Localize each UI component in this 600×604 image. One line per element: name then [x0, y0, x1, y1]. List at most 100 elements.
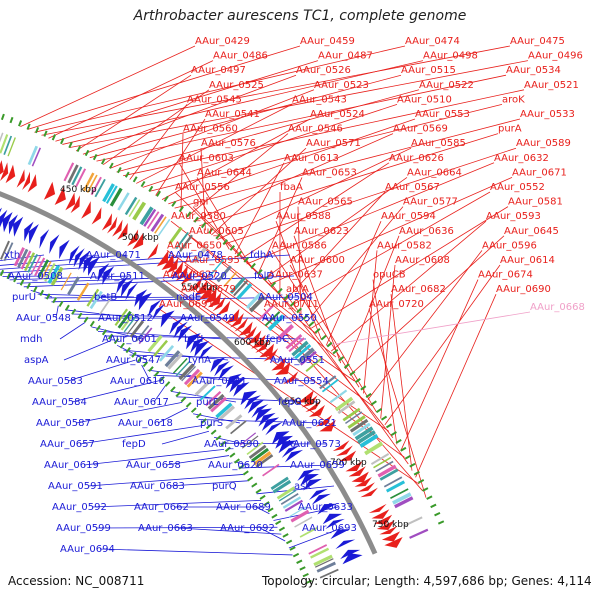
outer-marker-dash: [396, 440, 401, 443]
reverse-gene-label: xth: [4, 250, 20, 261]
forward-gene-label: purA: [498, 124, 522, 135]
reverse-gene-label: mdh: [20, 334, 42, 345]
kbp-tick-label: 500 kbp: [122, 233, 159, 243]
forward-gene-label: AAur_0582: [377, 240, 432, 251]
reverse-gene-label: AAur_0658: [126, 460, 181, 471]
forward-gene-label: AAur_0605: [189, 226, 244, 237]
forward-gene-label: AAur_0459: [300, 36, 355, 47]
forward-label-link: [326, 221, 381, 345]
outer-marker-dash: [134, 177, 137, 182]
reverse-cog-block: [67, 276, 80, 295]
highlight-gene-label: AAur_0668: [530, 302, 585, 313]
forward-gene-label: AAur_0496: [528, 51, 583, 62]
outer-marker-dash: [141, 181, 144, 186]
reverse-gene-arrow: [49, 234, 59, 253]
reverse-gene-label: AAur_0663: [138, 523, 193, 534]
reverse-gene-label: nadE: [176, 292, 201, 303]
reverse-gene-label: fepD: [122, 439, 146, 450]
inner-marker-dash: [91, 321, 94, 326]
reverse-gene-label: betI: [184, 334, 203, 345]
forward-gene-label: AAur_0560: [183, 124, 238, 135]
forward-gene-label: AAur_0546: [288, 124, 343, 135]
forward-gene-label: AAur_0486: [213, 51, 268, 62]
reverse-gene-label: purL: [196, 397, 219, 408]
forward-gene-label: AAur_0541: [205, 109, 260, 120]
outer-marker-dash: [435, 513, 440, 516]
forward-gene-label: AAur_0552: [490, 182, 545, 193]
forward-gene-label: AAur_0498: [423, 51, 478, 62]
outer-marker-dash: [10, 117, 12, 123]
outer-marker-dash: [427, 496, 432, 499]
reverse-gene-label: AAur_0618: [118, 418, 173, 429]
inner-marker-dash: [272, 515, 277, 518]
forward-gene-label: AAur_0603: [179, 153, 234, 164]
outer-marker-dash: [405, 456, 410, 459]
inner-marker-dash: [252, 483, 257, 486]
inner-marker-dash: [187, 403, 191, 407]
reverse-gene-label: AAur_0478: [168, 250, 223, 261]
forward-gene-label: AAur_0664: [407, 167, 462, 178]
reverse-gene-label: AAur_0583: [28, 376, 83, 387]
forward-gene-label: AAur_0577: [403, 197, 458, 208]
forward-gene-label: AAur_0644: [197, 167, 252, 178]
reverse-gene-label: AAur_0620: [208, 460, 263, 471]
forward-gene-label: AAur_0565: [298, 197, 353, 208]
forward-gene-label: AAur_0569: [393, 124, 448, 135]
outer-marker-dash: [19, 121, 21, 127]
reverse-gene-label: aspA: [24, 355, 49, 366]
reverse-gene-label: fepC: [266, 334, 289, 345]
inner-marker-dash: [60, 301, 63, 306]
forward-gene-label: AAur_0475: [510, 36, 565, 47]
reverse-gene-label: AAur_0601: [102, 334, 157, 345]
reverse-gene-label: fdhA: [250, 250, 273, 261]
reverse-gene-label: AAur_0587: [36, 418, 91, 429]
forward-gene-label: AAur_0614: [500, 255, 555, 266]
reverse-gene-arrow: [39, 229, 49, 249]
accession-label: Accession: NC_008711: [8, 574, 144, 588]
forward-gene-label: AAur_0653: [302, 167, 357, 178]
forward-gene-label: AAur_0510: [397, 94, 452, 105]
forward-gene-label: AAur_0613: [284, 153, 339, 164]
outer-marker-dash: [438, 521, 443, 523]
forward-gene-label: AAur_0567: [385, 182, 440, 193]
reverse-gene-label: purU: [12, 292, 36, 303]
reverse-gene-label: AAur_0692: [220, 523, 275, 534]
inner-marker-dash: [243, 471, 248, 475]
inner-marker-dash: [300, 567, 305, 570]
forward-gene-arrow: [369, 504, 387, 513]
reverse-gene-label: AAur_0693: [302, 523, 357, 534]
forward-gene-label: AAur_0585: [411, 138, 466, 149]
inner-marker-dash: [279, 528, 284, 531]
inner-marker-dash: [286, 541, 291, 544]
highlight-label-link: [326, 312, 530, 345]
reverse-gene-label: AAur_0547: [106, 355, 161, 366]
outer-marker-dash: [386, 424, 391, 427]
reverse-gene-label: betB: [94, 292, 117, 303]
reverse-gene-label: AAur_0512: [98, 313, 153, 324]
forward-gene-label: AAur_0580: [171, 211, 226, 222]
reverse-gene-label: AAur_0659: [290, 460, 345, 471]
forward-label-link: [76, 75, 191, 151]
forward-gene-label: AAur_0474: [405, 36, 460, 47]
kbp-tick-label: 750 kbp: [372, 520, 409, 530]
forward-gene-arrow: [81, 201, 91, 219]
forward-gene-label: AAur_0526: [296, 65, 351, 76]
inner-marker-dash: [181, 397, 185, 401]
forward-gene-label: aroK: [502, 94, 525, 105]
forward-gene-label: AAur_0487: [318, 51, 373, 62]
reverse-gene-label: AAur_0554: [274, 376, 329, 387]
outer-marker-dash: [44, 131, 46, 137]
outer-marker-dash: [86, 150, 89, 155]
forward-gene-label: gnl: [193, 197, 208, 208]
forward-gene-label: AAur_0645: [504, 226, 559, 237]
inner-marker-dash: [171, 387, 175, 391]
outer-marker-dash: [431, 505, 436, 508]
reverse-gene-label: AAur_0621: [282, 418, 337, 429]
outer-marker-dash: [355, 379, 360, 383]
forward-gene-label: AAur_0521: [524, 80, 579, 91]
forward-gene-label: AAur_0589: [516, 138, 571, 149]
reverse-gene-label: AAur_0616: [110, 376, 165, 387]
reverse-gene-label: AAur_0662: [134, 502, 189, 513]
forward-gene-label: AAur_0556: [175, 182, 230, 193]
